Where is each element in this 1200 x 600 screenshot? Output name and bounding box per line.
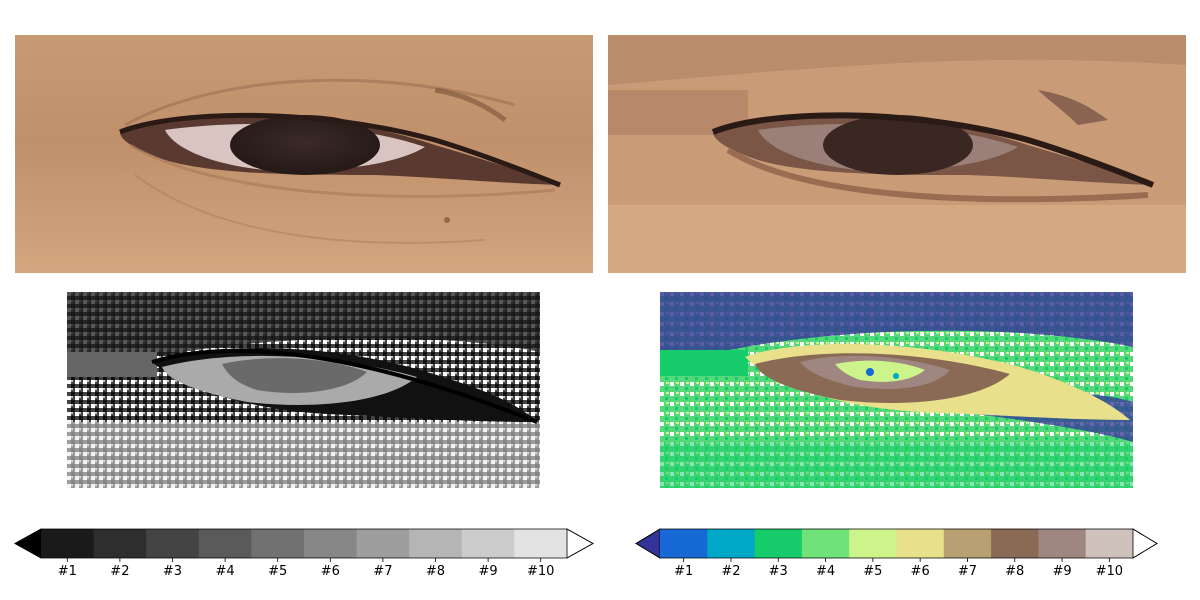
gray-label-5: #5 [268, 564, 288, 579]
terrain-label-4: #4 [815, 564, 836, 579]
gray-label-8: #8 [425, 564, 446, 579]
gray-label-3: #3 [162, 564, 183, 579]
terrain-swatch-3 [754, 529, 803, 558]
terrain-swatch-7 [943, 529, 992, 558]
terrain-colorbar-swatches [635, 528, 1158, 562]
terrain-colorbar: #1 #2 #3 #4 #5 #6 #7 #8 #9 #10 [635, 528, 1158, 589]
gray-label-1: #1 [57, 564, 77, 579]
original-eye-image [15, 35, 593, 273]
terrain-label-6: #6 [910, 564, 930, 579]
terrain-colorbar-outline [635, 528, 1158, 559]
terrain-label-10: #10 [1095, 564, 1124, 579]
gray-label-7: #7 [373, 564, 393, 579]
gray-swatch-1 [41, 529, 95, 558]
terrain-label-9: #9 [1052, 564, 1072, 579]
terrain-label-3: #3 [768, 564, 788, 579]
gray-colorbar-outline [14, 528, 594, 559]
terrain-label-1: #1 [674, 564, 694, 579]
terrain-swatch-2 [707, 529, 756, 558]
terrain-swatch-8 [991, 529, 1039, 558]
gray-colorbar-swatches [14, 528, 594, 562]
quantized-eye-image [608, 35, 1186, 273]
terrain-swatch-1 [660, 529, 708, 558]
terrain-label-5: #5 [863, 564, 883, 579]
gray-swatch-6 [304, 529, 358, 558]
terrain-over-arrow [1132, 528, 1158, 559]
terrain-swatch-4 [801, 529, 850, 558]
gray-label-6: #6 [320, 564, 340, 579]
gray-swatch-10 [514, 529, 568, 558]
gray-colorbar: #1 #2 #3 #4 #5 #6 #7 #8 #9 #10 [14, 528, 594, 589]
gray-over-arrow [566, 528, 594, 559]
gray-swatch-8 [409, 529, 463, 558]
gray-swatch-2 [93, 529, 147, 558]
terrain-label-7: #7 [957, 564, 978, 579]
gray-under-arrow [14, 528, 42, 559]
gray-label-4: #4 [215, 564, 235, 579]
terrain-label-2: #2 [721, 564, 741, 579]
gray-colorbar-labels: #1 #2 #3 #4 #5 #6 #7 #8 #9 #10 [15, 558, 593, 580]
terrain-level-map [660, 292, 1133, 488]
gray-swatch-3 [146, 529, 200, 558]
gray-label-10: #10 [526, 564, 555, 579]
gray-swatch-5 [251, 529, 305, 558]
gray-swatch-9 [461, 529, 515, 558]
terrain-colorbar-labels: #1 #2 #3 #4 #5 #6 #7 #8 #9 #10 [636, 558, 1157, 580]
terrain-label-8: #8 [1005, 564, 1025, 579]
gray-label-2: #2 [110, 564, 130, 579]
gray-label-9: #9 [478, 564, 498, 579]
terrain-swatch-6 [896, 529, 945, 558]
terrain-under-arrow [635, 528, 661, 559]
terrain-swatch-9 [1038, 529, 1087, 558]
terrain-swatch-10 [1085, 529, 1134, 558]
gray-swatch-4 [198, 529, 252, 558]
gray-level-map [67, 292, 540, 488]
gray-swatch-7 [356, 529, 410, 558]
terrain-swatch-5 [849, 529, 897, 558]
